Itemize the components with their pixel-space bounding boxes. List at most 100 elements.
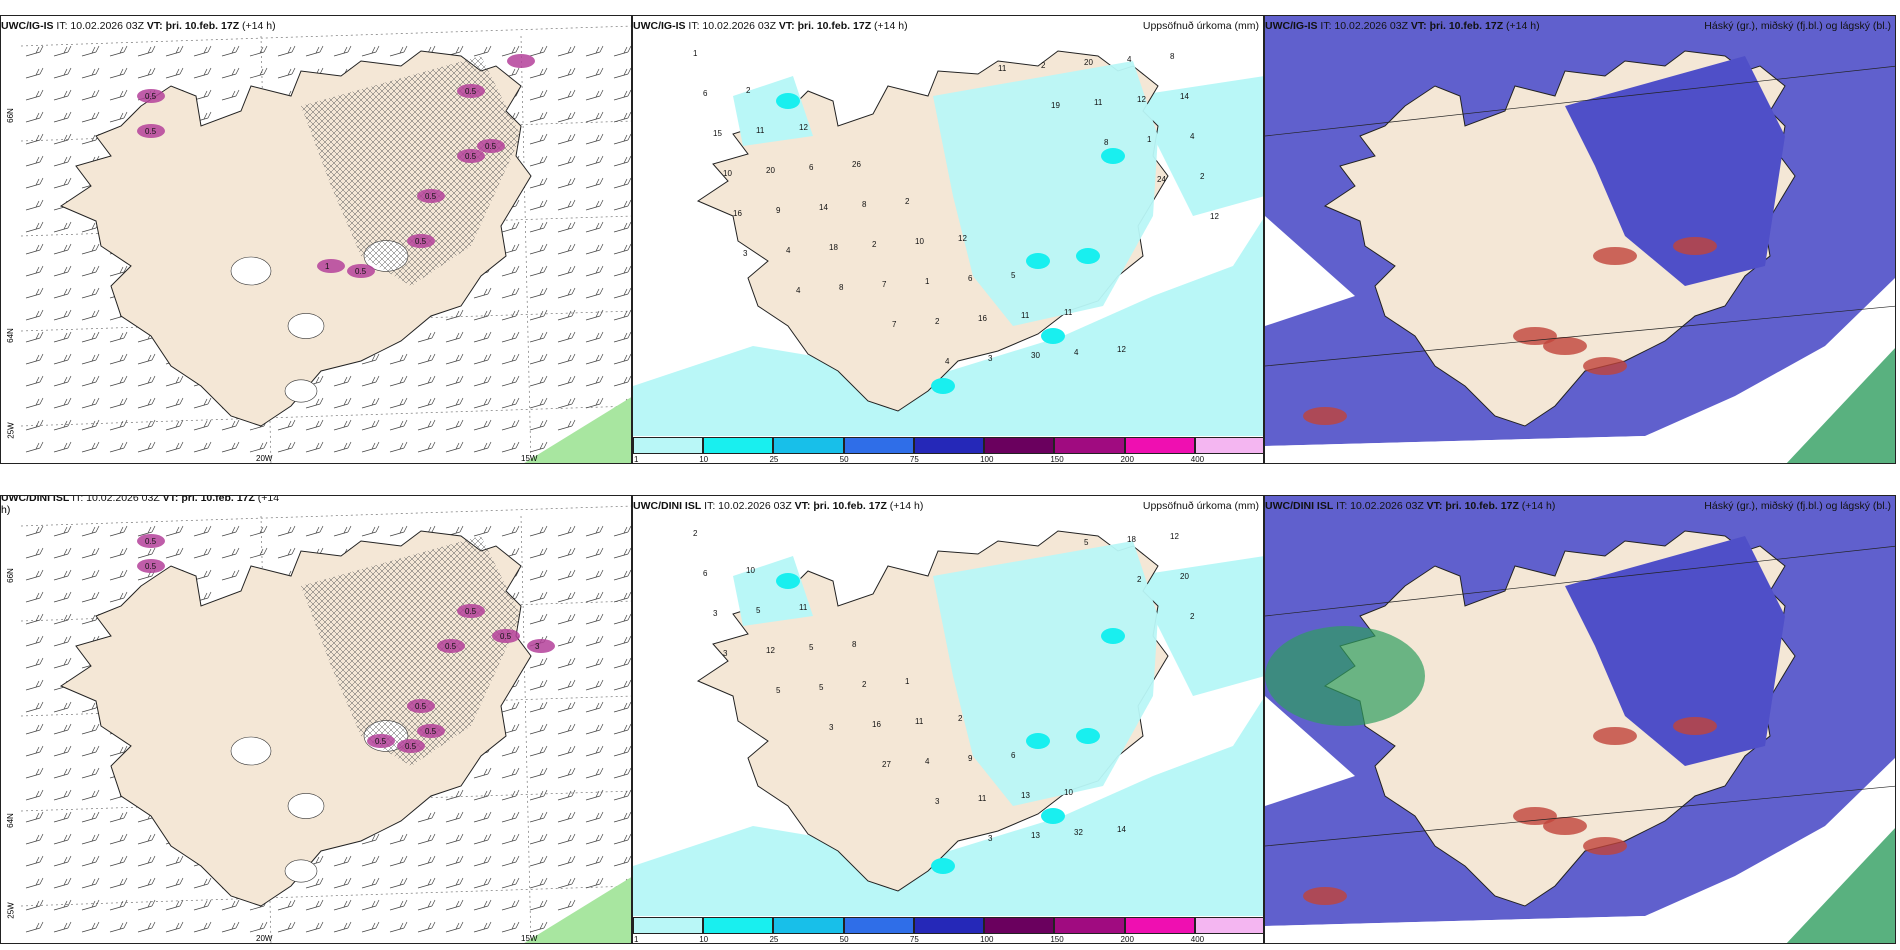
wind-barb xyxy=(81,265,100,277)
wind-barb xyxy=(53,309,72,321)
precip-value: 2 xyxy=(862,680,867,689)
wind-barb xyxy=(53,155,72,167)
wind-barb xyxy=(445,353,464,365)
wind-barb xyxy=(165,45,184,57)
wind-barb xyxy=(25,441,44,453)
wind-barb xyxy=(529,679,548,691)
wind-barb xyxy=(473,789,492,801)
precip-max xyxy=(1041,328,1065,344)
wind-barb xyxy=(529,745,548,757)
wind-barb xyxy=(557,679,576,691)
precip-value: 12 xyxy=(766,646,775,655)
wind-barb xyxy=(473,375,492,387)
wind-barb xyxy=(529,177,548,189)
wind-barb xyxy=(501,441,520,453)
wind-barb xyxy=(557,177,576,189)
wind-barb xyxy=(81,111,100,123)
lon-label-20w: 20W xyxy=(256,454,273,463)
wind-barb xyxy=(81,309,100,321)
wind-barb xyxy=(585,375,604,387)
precip-value: 11 xyxy=(1094,98,1103,107)
lat-label-66: 66N xyxy=(5,568,15,583)
wind-barb xyxy=(221,67,240,79)
panel-snow-wind-bottom: UWC/DINI ISL IT: 10.02.2026 03Z VT: þri.… xyxy=(0,495,632,944)
wind-barb xyxy=(81,855,100,867)
wind-barb xyxy=(529,89,548,101)
legend-tick: 75 xyxy=(909,935,919,944)
precip-value: 16 xyxy=(978,314,987,323)
wind-barb xyxy=(25,133,44,145)
wind-barb xyxy=(53,657,72,669)
legend-swatch xyxy=(703,437,774,454)
precip-value: 11 xyxy=(799,603,808,612)
precip-value: 4 xyxy=(786,246,791,255)
wind-barb xyxy=(25,635,44,647)
wind-barb xyxy=(529,877,548,889)
wind-barb xyxy=(81,525,100,537)
wind-barb xyxy=(445,921,464,933)
wind-barb xyxy=(81,89,100,101)
legend-tick: 100 xyxy=(980,455,994,464)
snow-patch xyxy=(137,534,165,548)
wind-barb xyxy=(137,547,156,559)
legend-tick: 25 xyxy=(769,935,779,944)
snow-patch xyxy=(367,734,395,748)
wind-barb xyxy=(249,67,268,79)
wind-barb xyxy=(53,833,72,845)
wind-barb xyxy=(81,331,100,343)
wind-barb xyxy=(25,921,44,933)
cloud-low xyxy=(1673,237,1717,255)
wind-barb xyxy=(81,745,100,757)
legend-swatch xyxy=(773,437,844,454)
panel-subtitle: Háský (gr.), miðský (fj.bl.) og lágský (… xyxy=(1704,20,1891,32)
lat-label-66: 66N xyxy=(5,108,15,123)
wind-barb xyxy=(473,331,492,343)
wind-barb xyxy=(445,309,464,321)
wind-barb xyxy=(25,525,44,537)
wind-barb xyxy=(109,375,128,387)
wind-barb xyxy=(53,613,72,625)
snow-patch xyxy=(347,264,375,278)
wind-barb xyxy=(529,45,548,57)
legend-tick: 400 xyxy=(1190,935,1205,944)
precip-max xyxy=(1101,148,1125,164)
wind-barb xyxy=(613,613,631,625)
wind-barb xyxy=(473,353,492,365)
wind-barb xyxy=(361,921,380,933)
wind-barb xyxy=(333,921,352,933)
wind-barb xyxy=(165,921,184,933)
precip-value: 3 xyxy=(935,797,940,806)
wind-barb xyxy=(613,309,631,321)
snow-patch xyxy=(417,189,445,203)
wind-barb xyxy=(53,111,72,123)
wind-barb xyxy=(445,397,464,409)
wind-barb xyxy=(137,441,156,453)
wind-barb xyxy=(613,133,631,145)
wind-barb xyxy=(445,811,464,823)
precip-value: 4 xyxy=(945,357,950,366)
wind-barb xyxy=(81,833,100,845)
wind-barb xyxy=(445,789,464,801)
precip-value: 3 xyxy=(713,609,718,618)
wind-barb xyxy=(81,419,100,431)
precip-max xyxy=(1101,628,1125,644)
wind-barb xyxy=(193,67,212,79)
precip-value: 12 xyxy=(1137,95,1146,104)
wind-barb xyxy=(585,767,604,779)
snow-patch xyxy=(457,149,485,163)
wind-barb xyxy=(557,833,576,845)
wind-barb xyxy=(193,877,212,889)
wind-barb xyxy=(557,767,576,779)
lat-label-64: 64N xyxy=(5,813,15,828)
cloud-low xyxy=(1583,837,1627,855)
snow-patch xyxy=(477,139,505,153)
wind-barb xyxy=(109,89,128,101)
wind-barb xyxy=(557,419,576,431)
wind-barb xyxy=(417,921,436,933)
wind-barb xyxy=(25,89,44,101)
wind-barb xyxy=(333,525,352,537)
wind-barb xyxy=(557,199,576,211)
wind-barb xyxy=(25,679,44,691)
wind-barb xyxy=(585,155,604,167)
snow-wind-map: 0.5 0.5 0.5 0.5 0.5 0.5 0.5 0.5 0.5 3 xyxy=(20,505,631,943)
